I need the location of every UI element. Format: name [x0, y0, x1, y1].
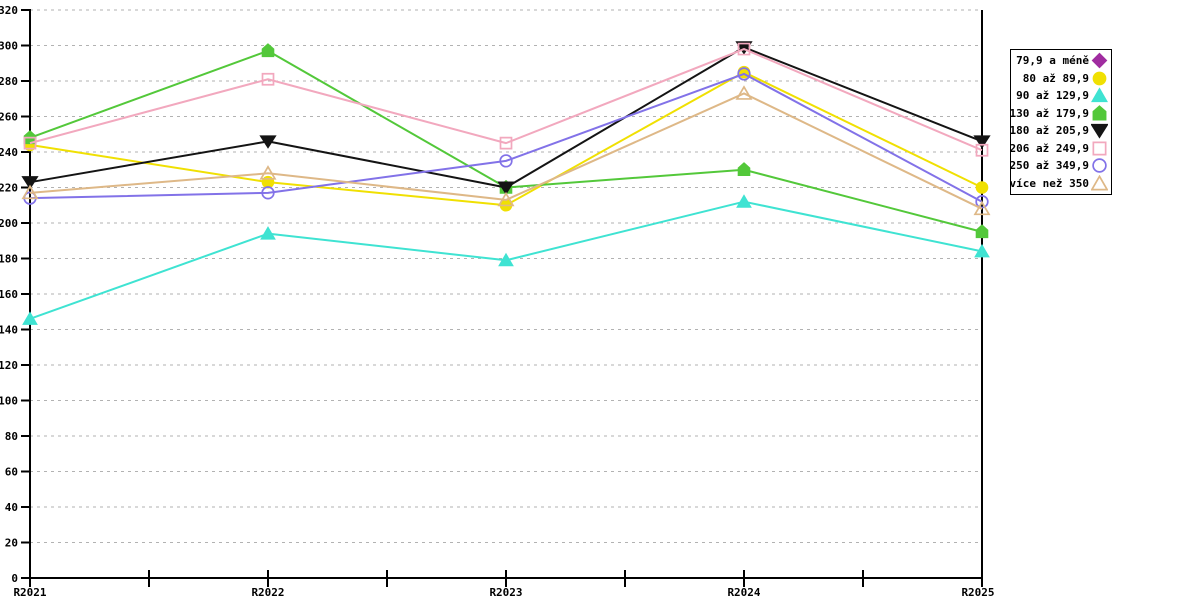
- legend-item: 80 až 89,9: [1013, 70, 1108, 87]
- x-tick-label: R2022: [251, 586, 284, 599]
- series-triangle-down: [21, 41, 991, 195]
- marker-square: [1092, 141, 1107, 156]
- y-tick-label: 0: [11, 572, 18, 585]
- data-point-marker: [975, 143, 989, 157]
- data-point-marker: [21, 176, 39, 190]
- data-point-marker: [975, 224, 989, 239]
- legend-item-label: 180 až 205,9: [1009, 124, 1089, 138]
- data-point-marker: [735, 41, 753, 55]
- y-tick-label: 320: [0, 4, 18, 17]
- x-tick-labels: R2021 R2022 R2023 R2024 R2025: [13, 570, 995, 599]
- legend-item-label: 130 až 179,9: [1009, 106, 1089, 120]
- legend-item: 180 až 205,9: [1009, 122, 1108, 139]
- data-point-marker: [735, 85, 753, 100]
- legend-triangle-down-icon: [1091, 124, 1108, 139]
- y-tick-labels: 0 20 40 60 80 100 120 140 160 180 200 220 240 260 280 3…: [0, 4, 31, 585]
- legend-item: 90 až 129,9: [1013, 87, 1108, 104]
- legend-item-label: více než 350: [1009, 176, 1089, 190]
- series-triangle-up: [22, 194, 990, 325]
- data-point-marker: [973, 200, 991, 216]
- legend-item-label: 79,9 a méně: [1016, 54, 1089, 68]
- series-line: [29, 72, 983, 203]
- marker-circle: [1092, 71, 1107, 86]
- legend-item-label: 250 až 349,9: [1009, 159, 1089, 173]
- y-tick-label: 120: [0, 359, 18, 372]
- y-tick-label: 180: [0, 253, 18, 266]
- data-point-marker: [497, 181, 515, 195]
- marker-circle: [1092, 158, 1107, 173]
- data-point-marker: [973, 135, 991, 149]
- legend-triangle-up-icon: [1091, 87, 1108, 103]
- x-tick-label: R2025: [961, 586, 994, 599]
- data-point-marker: [22, 311, 38, 325]
- data-point-marker: [974, 243, 990, 258]
- y-tick-label: 80: [5, 430, 18, 443]
- data-point-marker: [23, 136, 37, 150]
- data-point-marker: [261, 43, 275, 58]
- legend-diamond-icon: [1091, 52, 1108, 69]
- data-point-marker: [261, 186, 275, 200]
- y-tick-label: 260: [0, 111, 18, 124]
- y-tick-label: 240: [0, 146, 18, 159]
- data-point-marker: [736, 194, 752, 208]
- marker-triangle-up: [1091, 174, 1108, 191]
- marker-diamond: [1091, 52, 1108, 69]
- legend-triangle-up-icon: [1091, 174, 1108, 191]
- data-point-marker: [737, 67, 751, 81]
- x-tick-label: R2023: [489, 586, 522, 599]
- y-tick-label: 200: [0, 217, 18, 230]
- series-square: [23, 42, 989, 157]
- legend-item: 250 až 349,9: [1009, 157, 1108, 174]
- marker-pentagon: [1092, 104, 1107, 121]
- legend-item: 79,9 a méně: [1013, 52, 1108, 69]
- y-tick-label: 40: [5, 501, 18, 514]
- legend-circle-icon: [1092, 158, 1107, 173]
- data-point-marker: [497, 191, 515, 207]
- data-point-marker: [498, 252, 514, 267]
- legend-item-label: 206 až 249,9: [1009, 141, 1089, 155]
- y-tick-label: 140: [0, 324, 18, 337]
- marker-triangle-up: [1091, 87, 1108, 103]
- y-tick-label: 100: [0, 395, 18, 408]
- data-point-marker: [261, 72, 275, 86]
- data-point-marker: [737, 42, 751, 56]
- legend-item-label: 80 až 89,9: [1022, 71, 1089, 85]
- data-point-marker: [737, 162, 751, 177]
- legend-item: 206 až 249,9: [1009, 140, 1108, 157]
- x-tick-label: R2024: [727, 586, 760, 599]
- data-point-marker: [975, 195, 989, 209]
- y-tick-label: 300: [0, 40, 18, 53]
- data-point-marker: [260, 226, 276, 240]
- series-triangle-up: [21, 85, 991, 216]
- data-point-marker: [21, 184, 39, 200]
- series-line: [29, 48, 983, 152]
- y-tick-label: 280: [0, 75, 18, 88]
- series-line: [29, 92, 983, 210]
- y-tick-label: 20: [5, 537, 18, 550]
- data-point-marker: [259, 135, 277, 149]
- legend-pentagon-icon: [1092, 104, 1107, 121]
- legend-square-icon: [1092, 141, 1107, 156]
- y-tick-label: 60: [5, 466, 18, 479]
- data-point-marker: [259, 165, 277, 180]
- y-tick-label: 160: [0, 288, 18, 301]
- series-group: [21, 41, 991, 325]
- legend-circle-icon: [1092, 71, 1107, 86]
- y-tick-label: 220: [0, 182, 18, 195]
- data-point-marker: [499, 136, 513, 150]
- data-point-marker: [499, 154, 513, 168]
- chart-legend: 79,9 a méně 80 až 89,9 90 až 129,9 130 až 1…: [1010, 49, 1112, 195]
- legend-item: 130 až 179,9: [1009, 104, 1108, 122]
- marker-triangle-down: [1091, 124, 1108, 139]
- legend-item-label: 90 až 129,9: [1016, 89, 1089, 103]
- data-point-marker: [975, 181, 989, 194]
- legend-item: více než 350: [1009, 174, 1108, 192]
- x-tick-label: R2021: [13, 586, 46, 599]
